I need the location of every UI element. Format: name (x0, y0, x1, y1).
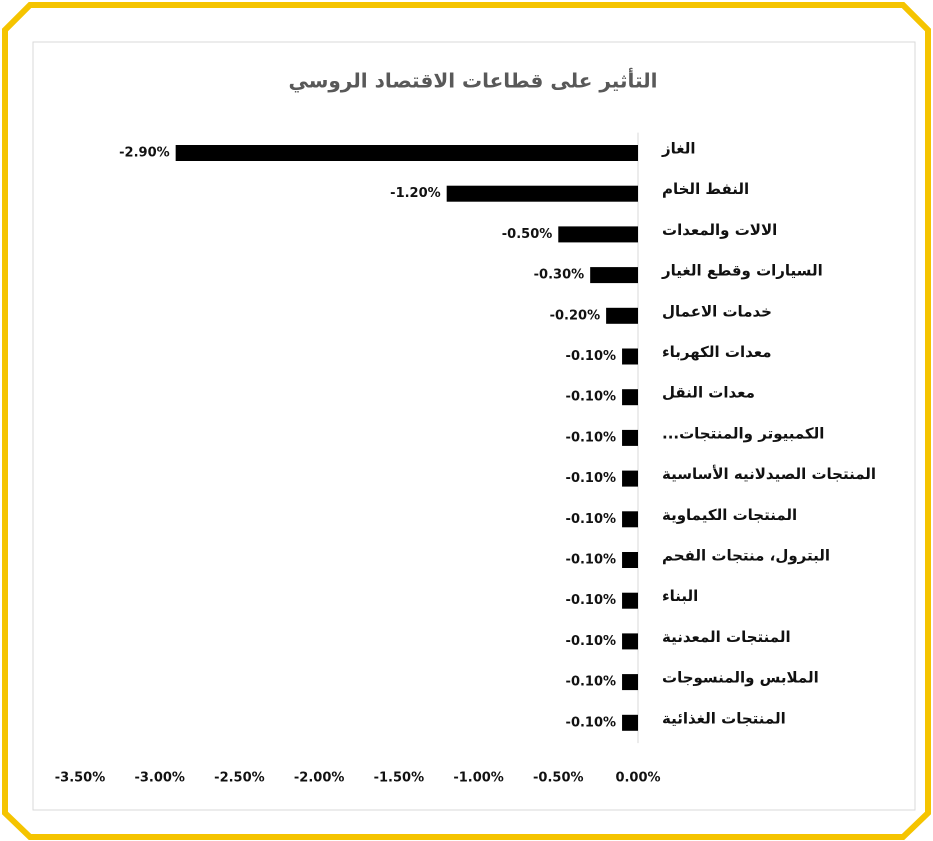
category-label: المنتجات الغذائية (662, 709, 786, 727)
bar (622, 674, 638, 691)
category-label: خدمات الاعمال (662, 302, 772, 320)
bar (175, 145, 638, 161)
category-label: البناء (662, 587, 698, 605)
bar (622, 389, 638, 406)
x-tick-label: 0.00% (615, 771, 660, 786)
bar (622, 348, 638, 365)
category-label: معدات الكهرباء (662, 343, 772, 361)
x-tick-label: -3.00% (134, 771, 185, 786)
data-label: -0.10% (566, 349, 617, 364)
bar (622, 511, 638, 528)
bar (590, 267, 638, 284)
category-label: الغاز (661, 140, 696, 158)
category-label: الالات والمعدات (662, 221, 777, 239)
bar (446, 185, 638, 202)
category-label: البترول، منتجات الفحم (662, 547, 830, 565)
data-label: -2.90% (119, 146, 170, 161)
data-label: -0.10% (566, 512, 617, 527)
bar (622, 633, 638, 650)
data-label: -0.30% (534, 268, 585, 283)
category-label: المنتجات المعدنية (662, 628, 791, 646)
x-tick-label: -1.00% (453, 771, 504, 786)
data-label: -0.10% (566, 715, 617, 730)
category-label: السيارات وقطع الغيار (661, 262, 823, 280)
bar (622, 714, 638, 731)
data-label: -0.10% (566, 390, 617, 405)
bar (558, 226, 638, 243)
bar (622, 429, 638, 446)
x-tick-label: -3.50% (55, 771, 106, 786)
data-label: -0.10% (566, 593, 617, 608)
data-label: -0.50% (502, 227, 553, 242)
category-label: الملابس والمنسوجات (662, 669, 819, 687)
data-label: -0.10% (566, 430, 617, 445)
x-tick-label: -2.00% (294, 771, 345, 786)
category-label: النفط الخام (662, 180, 749, 198)
category-label: الكمبيوتر والمنتجات... (662, 424, 824, 442)
bar (622, 592, 638, 609)
data-label: -0.10% (566, 675, 617, 690)
chart-title: التأثير على قطاعات الاقتصاد الروسي (288, 67, 657, 94)
data-label: -1.20% (390, 186, 441, 201)
x-tick-label: -2.50% (214, 771, 265, 786)
plot-box (32, 41, 916, 811)
x-tick-label: -1.50% (374, 771, 425, 786)
bar (606, 307, 638, 324)
x-tick-label: -0.50% (533, 771, 584, 786)
bar (622, 470, 638, 487)
category-label: المنتجات الصيدلانيه الأساسية (662, 465, 876, 483)
bar (622, 552, 638, 568)
data-label: -0.10% (566, 471, 617, 486)
data-label: -0.10% (566, 634, 617, 649)
category-label: معدات النقل (662, 384, 755, 402)
data-label: -0.20% (550, 308, 601, 323)
data-label: -0.10% (566, 553, 617, 568)
category-label: المنتجات الكيماوية (662, 506, 797, 524)
